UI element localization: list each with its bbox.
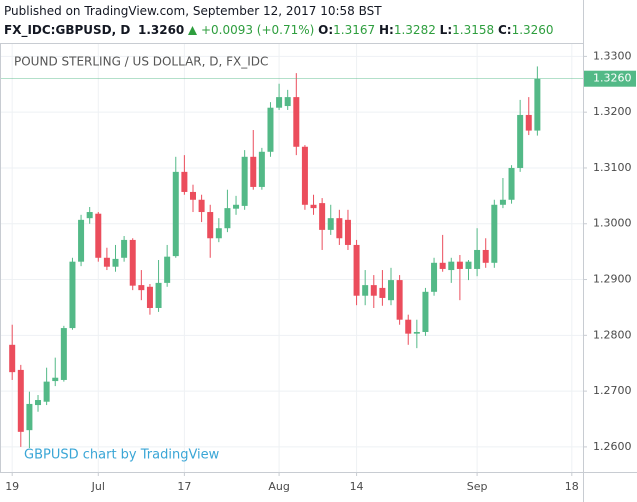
candle-body bbox=[250, 156, 257, 187]
candle-body bbox=[43, 381, 50, 402]
watermark: GBPUSD chart by TradingView bbox=[24, 448, 220, 463]
quote-line: FX_IDC:GBPUSD, D 1.3260 +0.0093 (+0.71%)… bbox=[4, 21, 554, 40]
candle-body bbox=[60, 328, 67, 380]
candle-body bbox=[456, 261, 463, 269]
candle-body bbox=[267, 107, 274, 152]
candle-body bbox=[284, 97, 291, 107]
candle-body bbox=[121, 239, 128, 258]
candle-body bbox=[439, 262, 446, 269]
candle-body bbox=[129, 239, 136, 286]
candle-body bbox=[233, 204, 240, 209]
candle-body bbox=[491, 204, 498, 263]
candle-body bbox=[336, 218, 343, 239]
ohlc-label: H: bbox=[379, 23, 394, 37]
candle-body bbox=[370, 285, 377, 296]
x-tick-label: Sep bbox=[467, 480, 488, 493]
ohlc-label: C: bbox=[497, 23, 512, 37]
published-line: Published on TradingView.com, September … bbox=[4, 4, 382, 18]
candle-body bbox=[224, 208, 231, 229]
candle-body bbox=[431, 262, 438, 292]
ohlc-label: O: bbox=[318, 23, 334, 37]
ohlc-value: 1.3167 bbox=[333, 23, 376, 37]
candle-body bbox=[362, 285, 369, 296]
change: +0.0093 (+0.71%) bbox=[200, 23, 315, 37]
y-tick-label: 1.3100 bbox=[593, 161, 632, 174]
candle-body bbox=[422, 291, 429, 332]
candle-body bbox=[276, 97, 283, 108]
candle-body bbox=[482, 249, 489, 263]
y-tick-label: 1.2600 bbox=[593, 440, 632, 453]
candle-body bbox=[52, 377, 59, 382]
candle-body bbox=[413, 331, 420, 334]
candle-body bbox=[508, 167, 515, 200]
header: Published on TradingView.com, September … bbox=[4, 2, 554, 40]
last-price-label: 1.3260 bbox=[593, 72, 632, 85]
candle-body bbox=[26, 403, 33, 431]
candle-body bbox=[474, 249, 481, 269]
ohlc-value: 1.3260 bbox=[511, 23, 554, 37]
candle-body bbox=[353, 244, 360, 296]
candle-body bbox=[344, 219, 351, 245]
candle-body bbox=[301, 146, 308, 205]
candle-body bbox=[327, 218, 334, 230]
candle-body bbox=[95, 213, 102, 258]
candle-body bbox=[396, 280, 403, 320]
candle-body bbox=[241, 156, 248, 206]
candle-body bbox=[69, 261, 76, 329]
candle-body bbox=[155, 282, 162, 308]
x-tick-label: Aug bbox=[268, 480, 289, 493]
y-tick-label: 1.2700 bbox=[593, 384, 632, 397]
candle-body bbox=[319, 203, 326, 230]
candle-body bbox=[9, 344, 16, 373]
candle-body bbox=[465, 261, 472, 269]
candle-body bbox=[164, 256, 171, 283]
candle-body bbox=[207, 212, 214, 239]
candle-body bbox=[534, 78, 541, 131]
ohlc: O:1.3167 H:1.3282 L:1.3158 C:1.3260 bbox=[318, 23, 553, 37]
ohlc-label: L: bbox=[439, 23, 453, 37]
candle-body bbox=[78, 219, 85, 262]
candle-body bbox=[215, 228, 222, 239]
candle-body bbox=[379, 287, 386, 298]
y-tick-label: 1.3200 bbox=[593, 105, 632, 118]
x-tick-label: 17 bbox=[177, 480, 191, 493]
candle-body bbox=[293, 97, 300, 147]
y-tick-label: 1.2800 bbox=[593, 328, 632, 341]
candle-body bbox=[525, 114, 532, 131]
candle-body bbox=[181, 171, 188, 192]
x-tick-label: 18 bbox=[565, 480, 579, 493]
x-tick-label: 14 bbox=[350, 480, 364, 493]
legend-text: POUND STERLING / US DOLLAR, D, FX_IDC bbox=[14, 55, 268, 69]
candle-body bbox=[517, 114, 524, 168]
candle-body bbox=[499, 199, 506, 205]
candle-body bbox=[103, 257, 110, 267]
candle-body bbox=[405, 319, 412, 334]
x-tick-label: 19 bbox=[5, 480, 19, 493]
candle-body bbox=[448, 261, 455, 271]
symbol: FX_IDC:GBPUSD, D bbox=[4, 23, 131, 37]
candle-body bbox=[17, 369, 24, 432]
candle-body bbox=[112, 258, 119, 267]
candle-body bbox=[35, 400, 42, 406]
candle-body bbox=[146, 286, 153, 308]
y-tick-label: 1.3300 bbox=[593, 49, 632, 62]
candle-body bbox=[258, 151, 265, 187]
candle-body bbox=[189, 191, 196, 200]
candle-body bbox=[138, 285, 145, 291]
candle-body bbox=[198, 199, 205, 213]
price: 1.3260 bbox=[137, 23, 185, 37]
candle-body bbox=[172, 171, 179, 257]
candle-body bbox=[86, 212, 93, 219]
ohlc-value: 1.3282 bbox=[393, 23, 436, 37]
last-price-box bbox=[584, 70, 636, 87]
candle-body bbox=[388, 280, 395, 301]
y-tick-label: 1.3000 bbox=[593, 217, 632, 230]
x-tick-label: Jul bbox=[91, 480, 105, 493]
y-tick-label: 1.2900 bbox=[593, 273, 632, 286]
up-arrow-icon bbox=[188, 26, 198, 35]
ohlc-value: 1.3158 bbox=[452, 23, 495, 37]
candle-body bbox=[310, 204, 317, 209]
